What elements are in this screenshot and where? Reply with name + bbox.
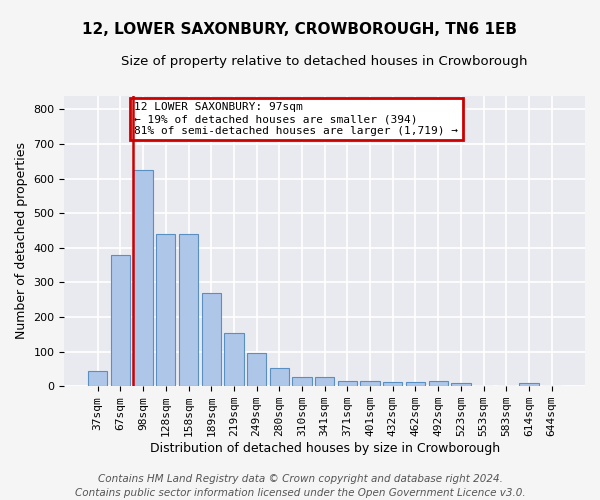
Bar bbox=[179, 234, 198, 386]
Bar bbox=[156, 234, 175, 386]
Bar bbox=[111, 254, 130, 386]
Bar bbox=[88, 370, 107, 386]
Bar bbox=[428, 381, 448, 386]
Bar bbox=[133, 170, 153, 386]
Bar bbox=[338, 380, 357, 386]
Text: 12 LOWER SAXONBURY: 97sqm
← 19% of detached houses are smaller (394)
81% of semi: 12 LOWER SAXONBURY: 97sqm ← 19% of detac… bbox=[134, 102, 458, 136]
Bar bbox=[247, 354, 266, 386]
Bar bbox=[383, 382, 403, 386]
Title: Size of property relative to detached houses in Crowborough: Size of property relative to detached ho… bbox=[121, 55, 528, 68]
Bar bbox=[292, 376, 311, 386]
Bar bbox=[269, 368, 289, 386]
Y-axis label: Number of detached properties: Number of detached properties bbox=[15, 142, 28, 340]
Bar bbox=[451, 384, 470, 386]
Bar bbox=[406, 382, 425, 386]
Bar bbox=[361, 380, 380, 386]
X-axis label: Distribution of detached houses by size in Crowborough: Distribution of detached houses by size … bbox=[149, 442, 500, 455]
Text: 12, LOWER SAXONBURY, CROWBOROUGH, TN6 1EB: 12, LOWER SAXONBURY, CROWBOROUGH, TN6 1E… bbox=[83, 22, 517, 38]
Text: Contains HM Land Registry data © Crown copyright and database right 2024.
Contai: Contains HM Land Registry data © Crown c… bbox=[74, 474, 526, 498]
Bar bbox=[520, 384, 539, 386]
Bar bbox=[224, 332, 244, 386]
Bar bbox=[202, 294, 221, 386]
Bar bbox=[315, 376, 334, 386]
